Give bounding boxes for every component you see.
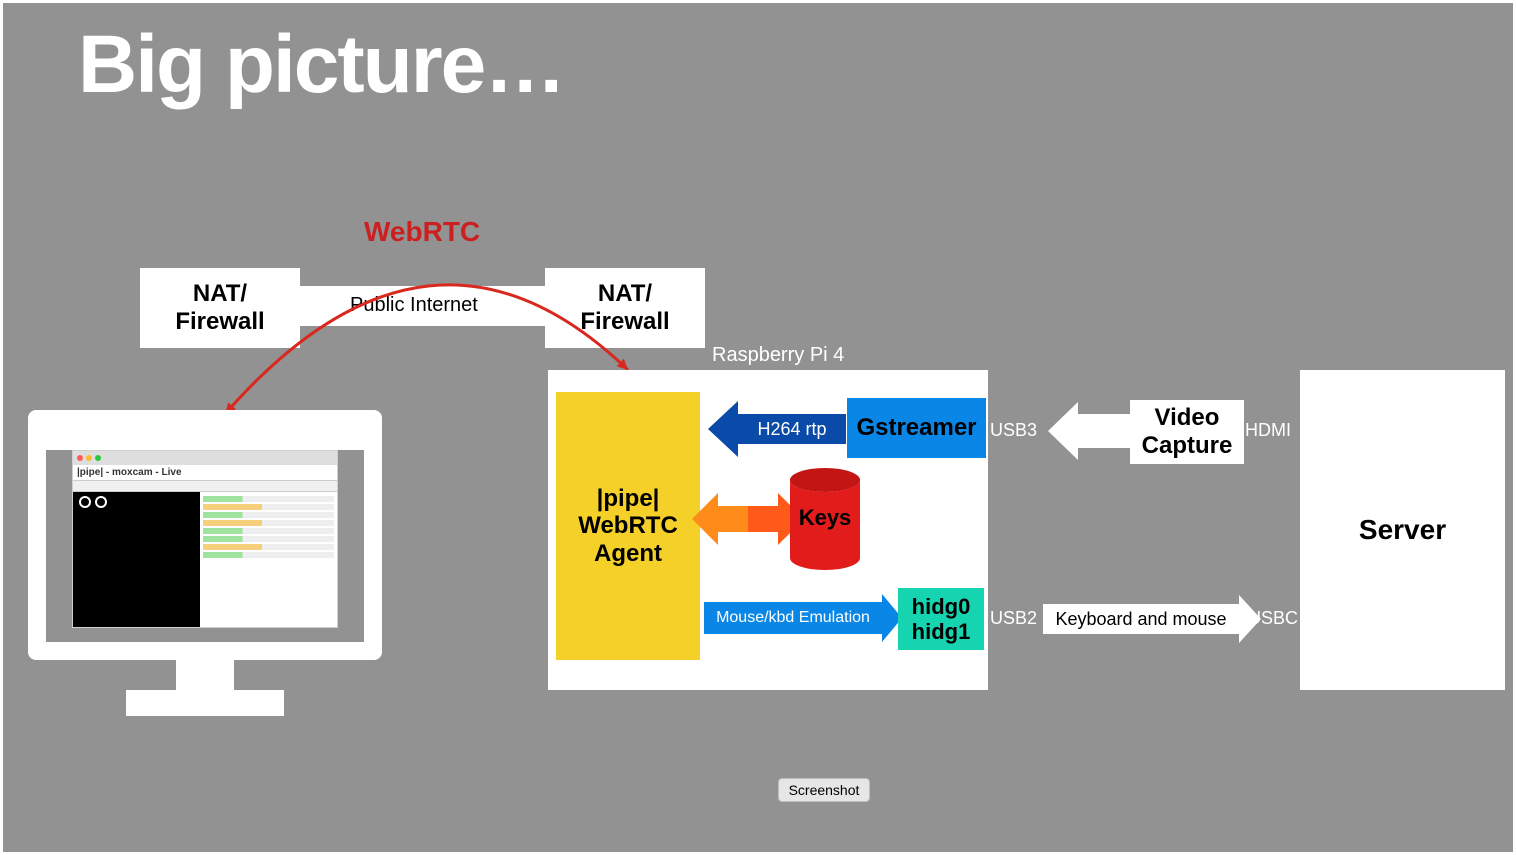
gstreamer-box: Gstreamer bbox=[847, 398, 986, 458]
browser-title: |pipe| - moxcam - Live bbox=[73, 465, 337, 480]
slide-title: Big picture… bbox=[78, 18, 564, 112]
monitor-base bbox=[126, 690, 284, 716]
usb3-label: USB3 bbox=[990, 420, 1037, 441]
nat-firewall-left: NAT/ Firewall bbox=[140, 268, 300, 348]
usbc-label: USBC bbox=[1248, 608, 1298, 629]
hidg-box: hidg0 hidg1 bbox=[898, 588, 984, 650]
mouse-kbd-label: Mouse/kbd Emulation bbox=[704, 602, 882, 634]
server-box: Server bbox=[1300, 370, 1505, 690]
monitor-screen: |pipe| - moxcam - Live bbox=[46, 450, 364, 642]
browser-screenshot: |pipe| - moxcam - Live bbox=[72, 450, 338, 628]
nat-firewall-right: NAT/ Firewall bbox=[545, 268, 705, 348]
h264-rtp-label: H264 rtp bbox=[738, 414, 846, 444]
keyboard-mouse-label: Keyboard and mouse bbox=[1043, 604, 1239, 634]
monitor-icon: Web Browser with WebRTC |pipe| - moxcam … bbox=[28, 410, 382, 660]
raspberry-pi-caption: Raspberry Pi 4 bbox=[712, 344, 844, 367]
public-internet-label: Public Internet bbox=[350, 294, 478, 317]
video-capture-arrow bbox=[1048, 402, 1130, 460]
usb2-label: USB2 bbox=[990, 608, 1037, 629]
pipe-webrtc-agent-box: |pipe| WebRTC Agent bbox=[556, 392, 700, 660]
hdmi-label: HDMI bbox=[1245, 420, 1291, 441]
video-capture-box: Video Capture bbox=[1130, 400, 1244, 464]
monitor-stand bbox=[176, 660, 234, 690]
webrtc-label: WebRTC bbox=[364, 216, 480, 248]
screenshot-tooltip: Screenshot bbox=[778, 778, 870, 802]
slide-canvas: Big picture… Public Internet NAT/ Firewa… bbox=[0, 0, 1516, 855]
